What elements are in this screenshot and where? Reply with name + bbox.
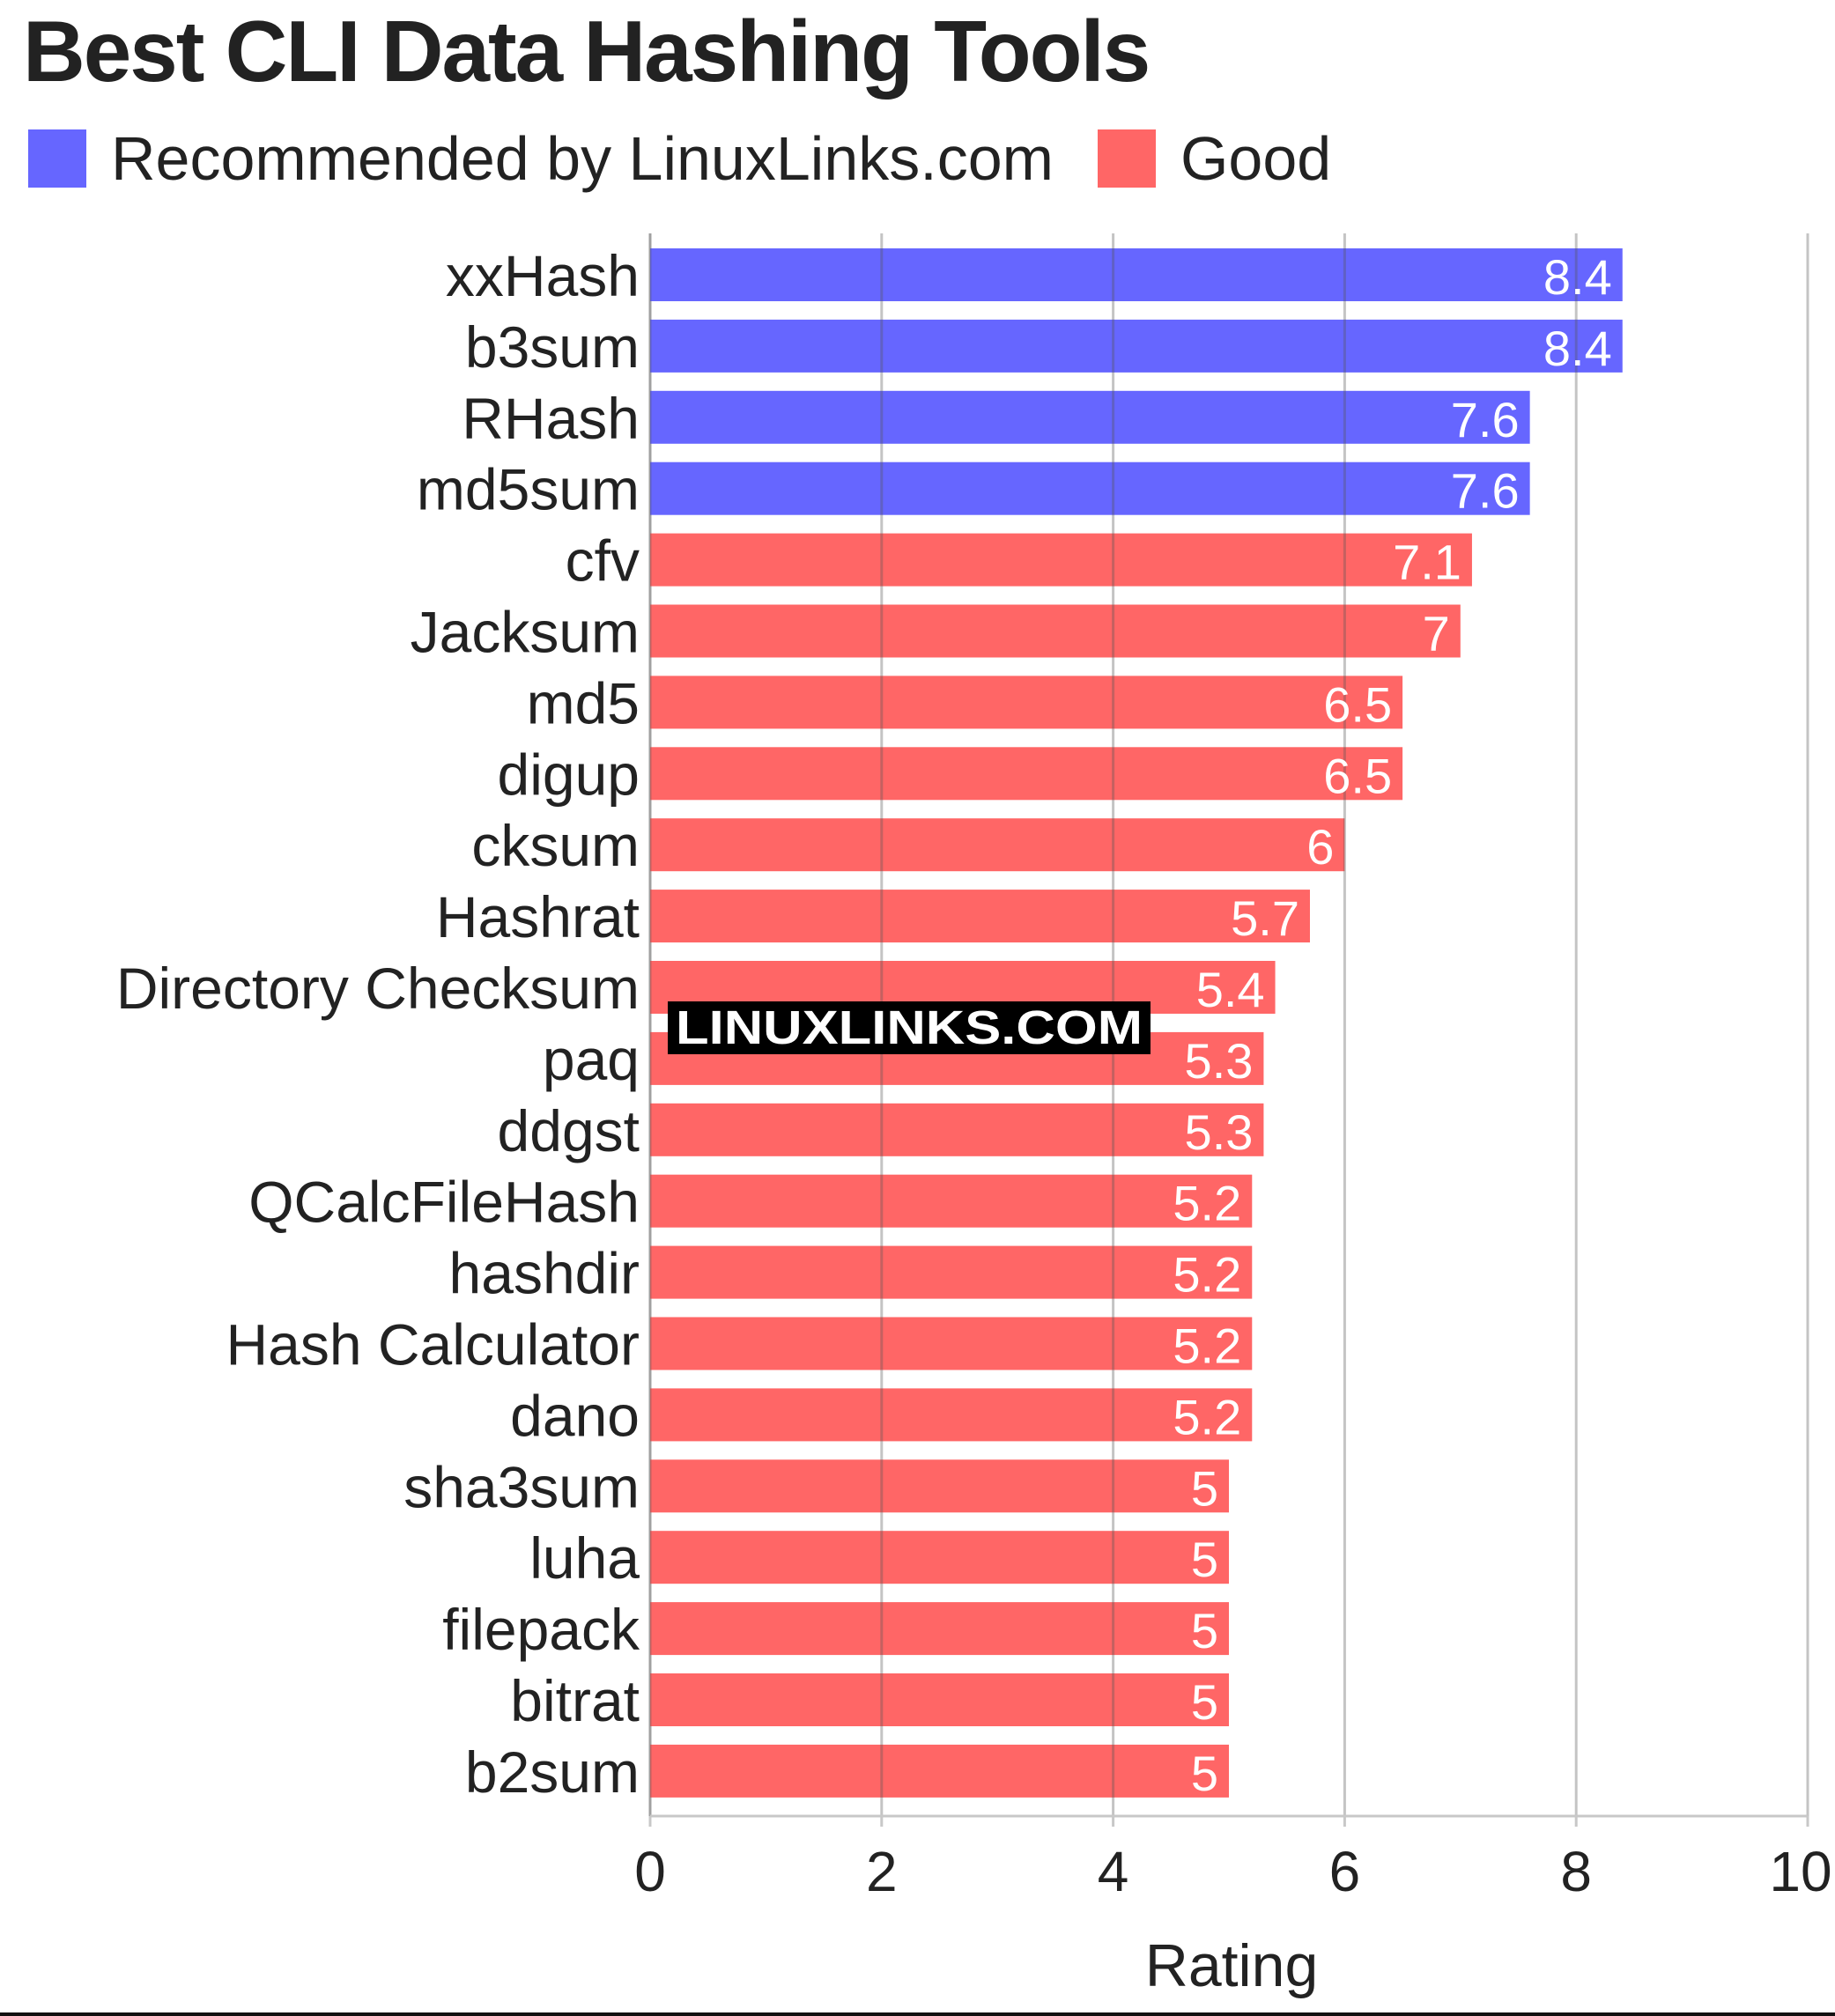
category-label: bitrat (510, 1668, 640, 1733)
bar (650, 1245, 1253, 1299)
category-label: sha3sum (403, 1454, 640, 1519)
value-label: 5 (1191, 1532, 1218, 1587)
x-tick-label: 0 (634, 1840, 666, 1903)
bar (650, 319, 1623, 373)
bar (650, 747, 1403, 801)
category-label: cfv (566, 528, 640, 594)
x-tick-label: 10 (1769, 1840, 1831, 1903)
bar (650, 1602, 1229, 1656)
category-label: RHash (462, 386, 640, 451)
bar (650, 248, 1623, 301)
legend-swatch-recommended (28, 129, 86, 188)
x-tick-label: 6 (1329, 1840, 1361, 1903)
value-label: 5.4 (1196, 962, 1265, 1017)
value-label: 5 (1191, 1746, 1218, 1801)
value-label: 8.4 (1543, 321, 1612, 376)
bar (650, 1744, 1229, 1798)
category-label: Jacksum (411, 600, 640, 665)
legend-item-recommended: Recommended by LinuxLinks.com (28, 123, 1054, 194)
value-label: 6 (1306, 819, 1334, 875)
category-label: md5 (527, 670, 640, 735)
value-label: 5 (1191, 1674, 1218, 1730)
legend-item-good: Good (1097, 123, 1332, 194)
value-label: 5.7 (1231, 890, 1299, 946)
value-label: 6.5 (1323, 676, 1392, 732)
category-label: hashdir (449, 1241, 640, 1306)
bar (650, 676, 1403, 729)
value-label: 5.2 (1173, 1389, 1241, 1444)
bar (650, 604, 1461, 658)
bar (650, 1103, 1264, 1156)
legend: Recommended by LinuxLinks.com Good (28, 123, 1375, 194)
value-label: 5 (1191, 1460, 1218, 1516)
category-label: digup (498, 742, 640, 807)
value-label: 7.6 (1451, 392, 1520, 447)
category-label: md5sum (417, 457, 640, 522)
category-label: b3sum (465, 314, 640, 380)
category-label: cksum (471, 813, 640, 878)
value-label: 5.2 (1173, 1318, 1241, 1374)
legend-label-recommended: Recommended by LinuxLinks.com (111, 124, 1054, 193)
value-label: 7 (1423, 606, 1450, 661)
bar (650, 533, 1472, 587)
watermark-badge: LINUXLINKS.COM (668, 1001, 1151, 1054)
category-label: b2sum (465, 1739, 640, 1805)
bar (650, 462, 1530, 515)
x-tick-label: 2 (866, 1840, 898, 1903)
legend-swatch-good (1097, 129, 1156, 188)
chart-title: Best CLI Data Hashing Tools (23, 3, 1151, 100)
category-label: Directory Checksum (116, 956, 640, 1021)
bar (650, 818, 1345, 872)
category-label: QCalcFileHash (248, 1170, 640, 1235)
bar (650, 1174, 1253, 1228)
category-label: ddgst (498, 1098, 640, 1163)
bar (650, 1388, 1253, 1442)
bar (650, 1673, 1229, 1726)
category-label: luha (529, 1525, 640, 1591)
category-label: Hashrat (436, 884, 640, 949)
x-tick-label: 8 (1560, 1840, 1592, 1903)
watermark-background (668, 1001, 1151, 1054)
value-label: 7.1 (1393, 535, 1461, 590)
category-label: paq (543, 1027, 640, 1092)
category-label: filepack (442, 1597, 640, 1662)
bar (650, 390, 1530, 444)
value-label: 5.2 (1173, 1176, 1241, 1231)
value-label: 5 (1191, 1603, 1218, 1658)
value-label: 7.6 (1451, 463, 1520, 519)
watermark-text: LINUXLINKS.COM (676, 1001, 1143, 1054)
value-label: 5.3 (1185, 1033, 1254, 1089)
value-label: 8.4 (1543, 249, 1612, 305)
category-label: Hash Calculator (226, 1312, 640, 1377)
bar (650, 1317, 1253, 1370)
value-label: 6.5 (1323, 748, 1392, 803)
category-label: xxHash (446, 243, 640, 308)
bar (650, 1459, 1229, 1513)
category-label: dano (510, 1383, 640, 1448)
x-axis-title: Rating (1145, 1932, 1319, 1999)
value-label: 5.3 (1185, 1104, 1254, 1160)
value-label: 5.2 (1173, 1247, 1241, 1303)
legend-label-good: Good (1180, 124, 1332, 193)
bar (650, 890, 1310, 943)
bar (650, 1531, 1229, 1584)
bottom-border (0, 2012, 1835, 2016)
x-tick-label: 4 (1098, 1840, 1129, 1903)
